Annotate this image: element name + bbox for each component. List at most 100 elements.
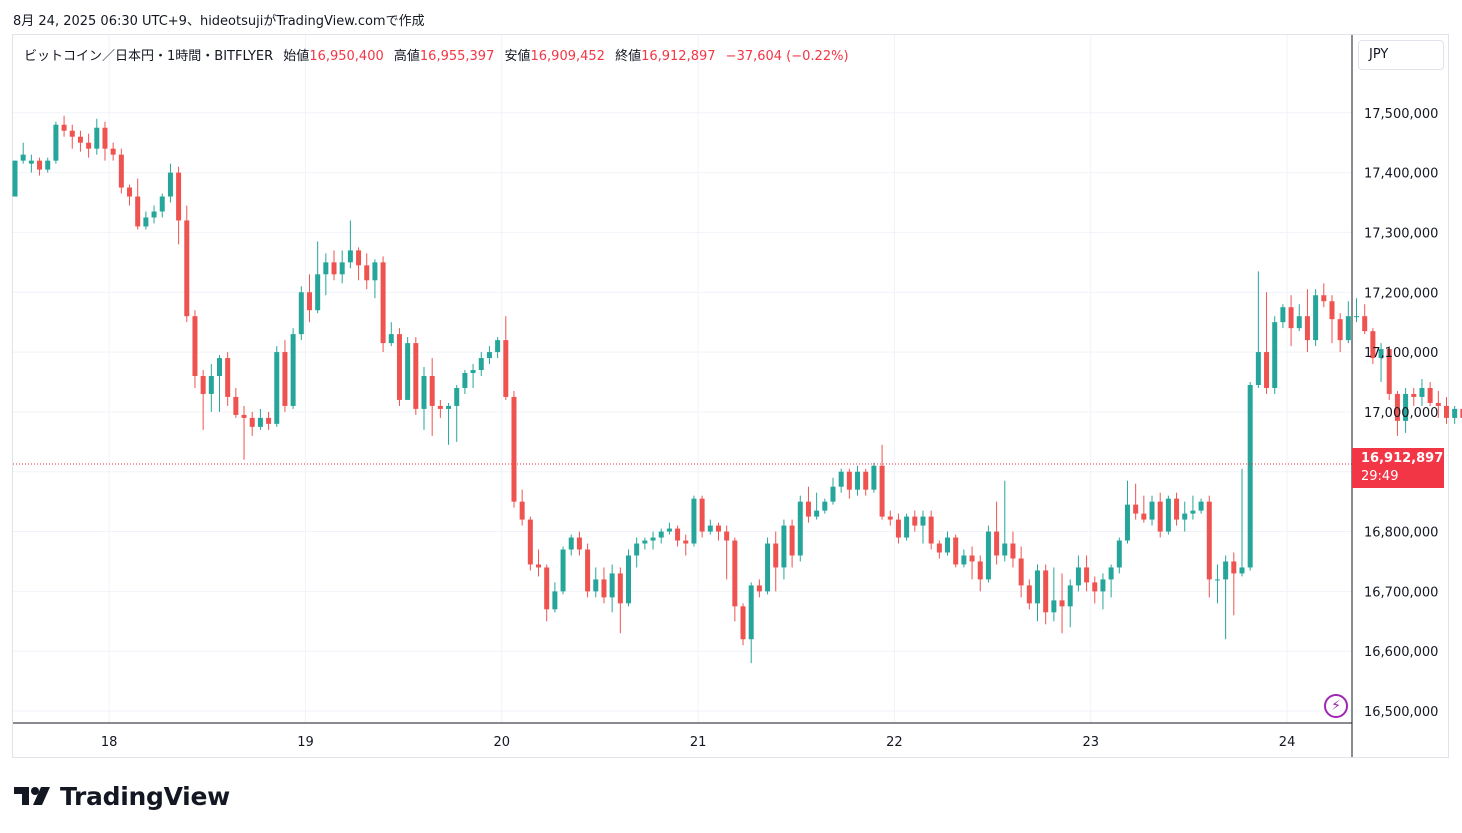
candle-body: [756, 585, 762, 592]
candle-body: [1174, 498, 1180, 520]
candle-body: [405, 343, 411, 400]
candle: [388, 322, 394, 347]
candle: [805, 486, 811, 523]
candle-body: [609, 573, 615, 598]
candle-body: [315, 274, 321, 311]
candle-body: [298, 292, 304, 335]
candle-body: [985, 531, 991, 580]
candle: [740, 603, 746, 646]
candle-body: [519, 501, 525, 520]
candle-body: [822, 501, 828, 511]
candle: [544, 564, 550, 622]
open-label: 始値: [283, 49, 310, 64]
candle-body: [282, 352, 288, 406]
candle-body: [274, 352, 280, 424]
candle-body: [511, 396, 517, 502]
candle-body: [200, 376, 206, 394]
candle-body: [1264, 352, 1270, 388]
candle: [233, 387, 239, 418]
candle: [1051, 567, 1057, 622]
candle-body: [1411, 393, 1417, 397]
candle-body: [1460, 408, 1462, 418]
candle: [552, 582, 558, 613]
candle-body: [339, 262, 345, 275]
candle: [135, 178, 141, 230]
candle-body: [110, 148, 116, 155]
chart-frame[interactable]: [12, 34, 1449, 758]
candle: [920, 510, 926, 544]
candle-body: [1345, 316, 1351, 341]
candle-body: [372, 262, 378, 281]
currency-button[interactable]: JPY: [1358, 40, 1444, 70]
candle-body: [773, 543, 779, 568]
price-tick-label: 17,100,000: [1364, 346, 1438, 361]
candle-body: [1337, 319, 1343, 341]
candle-body: [478, 358, 484, 371]
lightning-icon[interactable]: ⚡: [1324, 694, 1348, 718]
candle: [1084, 555, 1090, 592]
candle: [789, 519, 795, 568]
candle-body: [1116, 540, 1122, 568]
candle-body: [683, 540, 689, 544]
candle: [61, 115, 67, 137]
candle-body: [1002, 543, 1008, 556]
candle-body: [1206, 501, 1212, 580]
candle: [1411, 387, 1417, 406]
candle: [184, 205, 190, 323]
candle: [1255, 271, 1261, 388]
candle-body: [323, 262, 329, 275]
time-tick-label: 20: [494, 735, 511, 750]
last-price-tag: 16,912,897 29:49: [1352, 448, 1444, 488]
candle: [953, 534, 959, 568]
price-axis[interactable]: 16,500,000 16,600,000 16,700,000 16,800,000…: [1364, 107, 1438, 720]
candle-body: [895, 519, 901, 538]
candle: [110, 142, 116, 161]
candle-body: [887, 516, 893, 520]
candle-body: [1223, 561, 1229, 580]
candle-body: [1165, 498, 1171, 532]
candle-body: [380, 262, 386, 344]
candle: [748, 582, 754, 664]
candle: [405, 337, 411, 400]
candle: [838, 468, 844, 493]
candle-body: [568, 537, 574, 550]
time-axis[interactable]: 18 19 20 21 22 23 24: [101, 735, 1295, 750]
candle: [151, 205, 157, 224]
candle-body: [805, 501, 811, 517]
candles: [12, 115, 1462, 664]
candle-body: [290, 334, 296, 406]
last-price-value: 16,912,897: [1361, 451, 1444, 466]
candle-body: [45, 160, 51, 170]
candle: [102, 121, 108, 161]
candle-body: [1296, 316, 1302, 329]
candle-body: [1198, 501, 1204, 511]
candle: [904, 513, 910, 541]
candle-body: [740, 606, 746, 640]
price-tick-label: 16,700,000: [1364, 585, 1438, 600]
candle: [1444, 396, 1449, 424]
grid-lines: [13, 35, 1352, 723]
candle-body: [306, 292, 312, 311]
low-label: 安値: [504, 49, 531, 64]
candle: [1313, 289, 1319, 347]
candle: [822, 498, 828, 514]
candle: [977, 555, 983, 592]
candle-body: [879, 465, 885, 517]
candle-body: [724, 531, 730, 541]
candle: [315, 241, 321, 314]
tradingview-logo[interactable]: TradingView: [14, 782, 230, 811]
candle: [266, 411, 272, 430]
candle-body: [1231, 561, 1237, 574]
candle: [1018, 546, 1024, 598]
symbol-title[interactable]: ビットコイン／日本円・1時間・BITFLYER: [24, 49, 274, 64]
candle-body: [266, 417, 272, 424]
bar-countdown: 29:49: [1361, 469, 1399, 484]
candle: [257, 408, 263, 430]
candle-body: [437, 405, 443, 409]
close-value: 16,912,897: [641, 49, 716, 64]
time-tick-label: 24: [1279, 735, 1296, 750]
candle-body: [797, 501, 803, 556]
candle: [1182, 501, 1188, 532]
time-tick-label: 19: [297, 735, 314, 750]
